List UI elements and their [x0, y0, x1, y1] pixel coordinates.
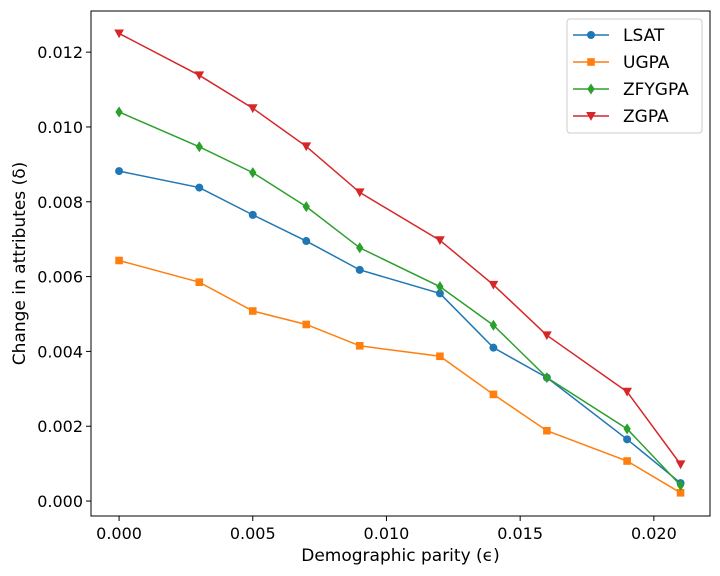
x-axis-ticks: 0.000 0.005 0.010 0.015 0.020 — [96, 516, 677, 543]
legend-marker — [587, 30, 596, 39]
data-point — [195, 141, 203, 153]
data-point — [542, 331, 552, 341]
legend-label: ZGPA — [623, 107, 669, 127]
plot-area — [114, 29, 686, 497]
legend-item-ugpa: UGPA — [573, 53, 670, 73]
data-point — [543, 372, 551, 384]
y-axis-title: Change in attributes (δ) — [10, 162, 30, 365]
data-point — [302, 201, 310, 213]
y-tick-label: 0.000 — [37, 492, 83, 511]
data-point — [302, 320, 311, 329]
data-point — [194, 71, 205, 81]
data-point — [489, 319, 498, 331]
legend-item-zgpa: ZGPA — [573, 107, 669, 127]
data-point — [195, 278, 204, 287]
legend-marker — [586, 112, 596, 121]
y-tick-label: 0.008 — [37, 193, 83, 212]
data-point — [489, 343, 498, 352]
data-point — [622, 387, 632, 397]
series-ugpa — [115, 256, 685, 497]
data-point — [248, 210, 257, 219]
x-tick-label: 0.000 — [96, 524, 142, 543]
legend-box — [566, 18, 703, 134]
data-point — [248, 307, 257, 315]
data-point — [623, 423, 631, 435]
data-point — [436, 281, 444, 293]
data-point — [355, 265, 364, 274]
series-line — [118, 259, 681, 494]
data-point — [354, 188, 365, 198]
legend-item-lsat: LSAT — [573, 26, 665, 46]
axes-frame — [90, 10, 711, 517]
x-tick-label: 0.005 — [230, 524, 276, 543]
series-lsat — [115, 167, 685, 488]
data-point — [623, 457, 631, 465]
data-point — [435, 236, 445, 246]
x-tick-label: 0.020 — [631, 524, 677, 543]
data-point — [115, 256, 123, 265]
legend-marker — [587, 83, 595, 95]
x-axis-title: Demographic parity (ϵ) — [301, 546, 500, 566]
data-point — [302, 237, 311, 246]
legend-label: ZFYGPA — [623, 80, 689, 100]
x-tick-label: 0.010 — [364, 524, 410, 543]
data-point — [247, 104, 258, 114]
y-axis-ticks: 0.000 0.002 0.004 0.006 0.008 0.010 0.012 — [37, 43, 91, 511]
series-zgpa — [114, 29, 686, 470]
legend-label: LSAT — [623, 26, 665, 46]
data-point — [436, 352, 444, 361]
data-point — [249, 167, 257, 179]
series-line — [118, 32, 682, 465]
data-point — [543, 426, 551, 435]
legend-label: UGPA — [623, 53, 670, 73]
series-zfygpa — [115, 106, 685, 491]
y-tick-label: 0.004 — [37, 342, 83, 361]
data-point — [301, 142, 312, 152]
data-point — [355, 341, 364, 350]
data-point — [114, 29, 124, 39]
legend-item-zfygpa: ZFYGPA — [573, 80, 689, 100]
data-point — [115, 167, 124, 176]
data-point — [195, 183, 204, 192]
data-point — [488, 280, 499, 290]
legend-marker — [587, 58, 595, 66]
y-tick-label: 0.002 — [37, 417, 83, 436]
y-tick-label: 0.010 — [37, 118, 83, 137]
data-point — [676, 479, 685, 491]
data-point — [115, 106, 123, 118]
y-tick-label: 0.006 — [37, 268, 83, 287]
data-point — [675, 460, 686, 470]
legend: LSAT UGPA ZFYGPA ZGPA — [566, 18, 703, 134]
x-tick-label: 0.015 — [497, 524, 543, 543]
y-tick-label: 0.012 — [37, 43, 83, 62]
series-line — [118, 111, 682, 486]
data-point — [623, 435, 632, 444]
data-point — [356, 242, 364, 254]
data-point — [489, 390, 498, 399]
series-line — [118, 170, 682, 484]
